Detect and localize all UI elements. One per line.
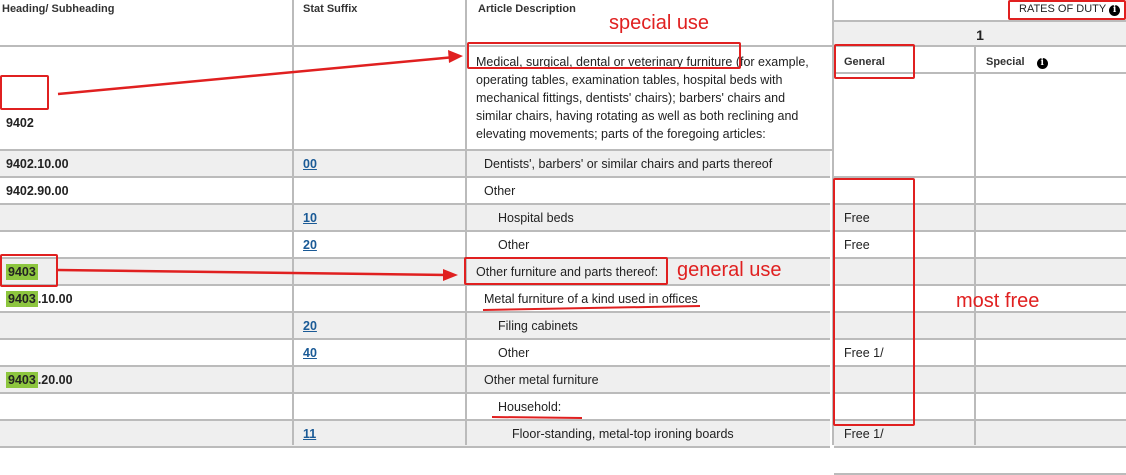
- annotation-box: [467, 42, 741, 69]
- heading-cell: [0, 205, 293, 232]
- annotation-box: [464, 257, 668, 285]
- arrow-head-icon: [448, 50, 463, 63]
- annotation-special-use: special use: [609, 12, 710, 34]
- annotation-box: [834, 44, 915, 79]
- heading-9402: 9402: [0, 47, 293, 151]
- special-rate-cell: [975, 205, 1126, 232]
- description-cell: Filing cabinets: [466, 313, 830, 340]
- stat-cell: [293, 178, 466, 205]
- arrow-head-icon: [443, 269, 458, 281]
- stat-cell: 40: [293, 340, 466, 367]
- stat-suffix-link[interactable]: 20: [303, 318, 317, 333]
- info-icon[interactable]: i: [1036, 58, 1048, 69]
- description-cell: Other furniture and parts thereof:: [466, 259, 830, 286]
- general-rate-cell: Free: [834, 232, 975, 259]
- general-rate-cell: [834, 367, 975, 394]
- annotation-general-use: general use: [677, 259, 782, 281]
- column-1-header: 1: [834, 20, 1126, 47]
- stat-cell: 10: [293, 205, 466, 232]
- heading-cell: 9402.10.00: [0, 151, 293, 178]
- stat-cell: [293, 286, 466, 313]
- general-rate-cell: [834, 286, 975, 313]
- stat-cell: 20: [293, 232, 466, 259]
- stat-cell: 20: [293, 313, 466, 340]
- annotation-box: [833, 178, 915, 426]
- stat-suffix-link[interactable]: 11: [303, 426, 317, 441]
- stat-suffix-link[interactable]: 20: [303, 237, 317, 252]
- description-cell: Floor-standing, metal-top ironing boards: [466, 421, 830, 448]
- special-rate-cell: [975, 394, 1126, 421]
- description-cell: Metal furniture of a kind used in office…: [466, 286, 830, 313]
- heading-code: 9403: [6, 371, 38, 388]
- info-icon[interactable]: i: [1109, 5, 1121, 16]
- header-heading: Heading/ Subheading: [2, 3, 115, 15]
- stat-suffix-link[interactable]: 40: [303, 345, 317, 360]
- general-rate-cell: [834, 448, 975, 475]
- special-rate-cell: [975, 313, 1126, 340]
- general-rate-cell: [834, 259, 975, 286]
- underline-mark: [482, 305, 701, 311]
- heading-code: 9402.90.00: [6, 183, 69, 198]
- annotation-box: [0, 254, 58, 287]
- header-rates-of-duty: RATES OF DUTY i: [1019, 3, 1121, 16]
- description-9402: Medical, surgical, dental or veterinary …: [466, 47, 832, 151]
- stat-cell: [293, 367, 466, 394]
- heading-cell: 9403.20.00: [0, 367, 293, 394]
- rates-label: RATES OF DUTY: [1019, 3, 1106, 15]
- special-label: Special: [986, 56, 1025, 68]
- header-general: General: [844, 56, 885, 68]
- special-rate-cell: [975, 448, 1126, 475]
- heading-code: 9403: [6, 290, 38, 307]
- heading-cell: [0, 232, 293, 259]
- annotation-box: [1008, 0, 1126, 20]
- general-rate-cell: Free 1/: [834, 340, 975, 367]
- header-stat-suffix: Stat Suffix: [303, 3, 358, 15]
- heading-suffix: .20.00: [37, 372, 73, 387]
- stat-cell: [293, 394, 466, 421]
- description-cell: Other: [466, 340, 830, 367]
- stat-cell: 00: [293, 151, 466, 178]
- special-rate-cell: [975, 286, 1126, 313]
- special-rate-cell: [975, 367, 1126, 394]
- annotation-box: [0, 75, 49, 110]
- general-rate-cell: [834, 313, 975, 340]
- general-rate-cell: [834, 178, 975, 205]
- underline-mark: [491, 416, 583, 419]
- heading-suffix: .10.00: [37, 291, 73, 306]
- heading-cell: [0, 340, 293, 367]
- description-cell: Household:: [466, 394, 830, 421]
- annotation-layer: [57, 50, 701, 419]
- heading-code: 9403: [6, 263, 38, 280]
- heading-cell: [0, 313, 293, 340]
- arrow-line: [57, 55, 456, 96]
- special-rate-cell: [975, 178, 1126, 205]
- header-special: Special i: [986, 56, 1048, 69]
- general-rate-cell: [834, 394, 975, 421]
- special-rate-cell: [975, 340, 1126, 367]
- heading-code: 9402.10.00: [6, 156, 69, 171]
- description-cell: Other metal furniture: [466, 367, 830, 394]
- stat-cell: [293, 259, 466, 286]
- description-cell: Other: [466, 178, 830, 205]
- general-rate-cell: Free: [834, 205, 975, 232]
- special-rate-cell: [975, 259, 1126, 286]
- header-article-description: Article Description: [478, 3, 576, 15]
- heading-cell: 9403.10.00: [0, 286, 293, 313]
- heading-cell: [0, 394, 293, 421]
- description-cell: Hospital beds: [466, 205, 830, 232]
- stat-suffix-link[interactable]: 00: [303, 156, 317, 171]
- heading-cell: 9402.90.00: [0, 178, 293, 205]
- arrow-line: [57, 268, 449, 277]
- annotation-most-free: most free: [956, 290, 1040, 312]
- special-rate-cell: [975, 232, 1126, 259]
- stat-suffix-link[interactable]: 10: [303, 210, 317, 225]
- description-cell: Dentists', barbers' or similar chairs an…: [466, 151, 830, 178]
